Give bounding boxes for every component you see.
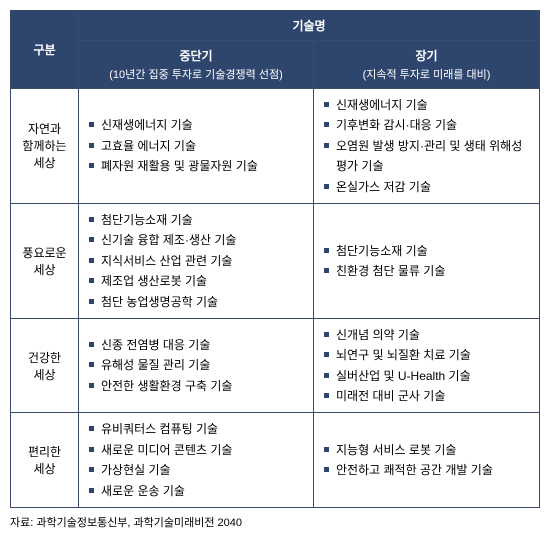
list-item: 제조업 생산로봇 기술 — [87, 271, 305, 291]
list-item: 새로운 미디어 콘텐츠 기술 — [87, 440, 305, 460]
item-list: 첨단기능소재 기술신기술 융합 제조·생산 기술지식서비스 산업 관련 기술제조… — [87, 210, 305, 312]
mid-cell: 신종 전염병 대응 기술유해성 물질 관리 기술안전한 생활환경 구축 기술 — [79, 318, 314, 413]
list-item: 신기술 융합 제조·생산 기술 — [87, 230, 305, 250]
list-item: 유해성 물질 관리 기술 — [87, 355, 305, 375]
list-item: 친환경 첨단 물류 기술 — [322, 261, 531, 281]
list-item: 신개념 의약 기술 — [322, 325, 531, 345]
item-list: 신재생에너지 기술고효율 에너지 기술폐자원 재활용 및 광물자원 기술 — [87, 115, 305, 176]
row-label: 건강한세상 — [11, 318, 79, 413]
header-category: 구분 — [11, 11, 79, 89]
list-item: 첨단 농업생명공학 기술 — [87, 292, 305, 312]
list-item: 뇌연구 및 뇌질환 치료 기술 — [322, 345, 531, 365]
row-label: 편리한세상 — [11, 413, 79, 508]
long-cell: 신재생에너지 기술기후변화 감시·대응 기술오염원 발생 방지·관리 및 생태 … — [314, 89, 540, 204]
mid-cell: 신재생에너지 기술고효율 에너지 기술폐자원 재활용 및 광물자원 기술 — [79, 89, 314, 204]
long-cell: 지능형 서비스 로봇 기술안전하고 쾌적한 공간 개발 기술 — [314, 413, 540, 508]
list-item: 신종 전염병 대응 기술 — [87, 335, 305, 355]
header-longterm-title: 장기 — [415, 49, 437, 63]
header-techname: 기술명 — [79, 11, 540, 41]
table-row: 풍요로운세상첨단기능소재 기술신기술 융합 제조·생산 기술지식서비스 산업 관… — [11, 203, 540, 318]
item-list: 신종 전염병 대응 기술유해성 물질 관리 기술안전한 생활환경 구축 기술 — [87, 335, 305, 396]
list-item: 신재생에너지 기술 — [87, 115, 305, 135]
list-item: 폐자원 재활용 및 광물자원 기술 — [87, 156, 305, 176]
list-item: 고효율 에너지 기술 — [87, 136, 305, 156]
item-list: 유비쿼터스 컴퓨팅 기술새로운 미디어 콘텐츠 기술가상현실 기술새로운 운송 … — [87, 419, 305, 501]
list-item: 실버산업 및 U-Health 기술 — [322, 366, 531, 386]
header-midterm-sub: (10년간 집중 투자로 기술경쟁력 선점) — [87, 66, 305, 82]
list-item: 기후변화 감시·대응 기술 — [322, 115, 531, 135]
tech-table: 구분 기술명 중단기 (10년간 집중 투자로 기술경쟁력 선점) 장기 (지속… — [10, 10, 540, 508]
item-list: 첨단기능소재 기술친환경 첨단 물류 기술 — [322, 241, 531, 282]
table-row: 건강한세상신종 전염병 대응 기술유해성 물질 관리 기술안전한 생활환경 구축… — [11, 318, 540, 413]
header-midterm-title: 중단기 — [179, 49, 212, 63]
list-item: 온실가스 저감 기술 — [322, 177, 531, 197]
list-item: 미래전 대비 군사 기술 — [322, 386, 531, 406]
list-item: 첨단기능소재 기술 — [87, 210, 305, 230]
mid-cell: 유비쿼터스 컴퓨팅 기술새로운 미디어 콘텐츠 기술가상현실 기술새로운 운송 … — [79, 413, 314, 508]
table-row: 편리한세상유비쿼터스 컴퓨팅 기술새로운 미디어 콘텐츠 기술가상현실 기술새로… — [11, 413, 540, 508]
list-item: 가상현실 기술 — [87, 460, 305, 480]
list-item: 첨단기능소재 기술 — [322, 241, 531, 261]
long-cell: 첨단기능소재 기술친환경 첨단 물류 기술 — [314, 203, 540, 318]
list-item: 안전하고 쾌적한 공간 개발 기술 — [322, 460, 531, 480]
list-item: 신재생에너지 기술 — [322, 95, 531, 115]
list-item: 지식서비스 산업 관련 기술 — [87, 251, 305, 271]
header-midterm: 중단기 (10년간 집중 투자로 기술경쟁력 선점) — [79, 41, 314, 89]
item-list: 신개념 의약 기술뇌연구 및 뇌질환 치료 기술실버산업 및 U-Health … — [322, 325, 531, 407]
row-label: 풍요로운세상 — [11, 203, 79, 318]
mid-cell: 첨단기능소재 기술신기술 융합 제조·생산 기술지식서비스 산업 관련 기술제조… — [79, 203, 314, 318]
table-row: 자연과함께하는세상신재생에너지 기술고효율 에너지 기술폐자원 재활용 및 광물… — [11, 89, 540, 204]
list-item: 지능형 서비스 로봇 기술 — [322, 440, 531, 460]
long-cell: 신개념 의약 기술뇌연구 및 뇌질환 치료 기술실버산업 및 U-Health … — [314, 318, 540, 413]
row-label: 자연과함께하는세상 — [11, 89, 79, 204]
header-longterm-sub: (지속적 투자로 미래를 대비) — [322, 66, 531, 82]
source-text: 자료: 과학기술정보통신부, 과학기술미래비전 2040 — [10, 514, 540, 530]
list-item: 유비쿼터스 컴퓨팅 기술 — [87, 419, 305, 439]
item-list: 신재생에너지 기술기후변화 감시·대응 기술오염원 발생 방지·관리 및 생태 … — [322, 95, 531, 197]
header-longterm: 장기 (지속적 투자로 미래를 대비) — [314, 41, 540, 89]
list-item: 안전한 생활환경 구축 기술 — [87, 376, 305, 396]
list-item: 오염원 발생 방지·관리 및 생태 위해성 평가 기술 — [322, 136, 531, 177]
list-item: 새로운 운송 기술 — [87, 481, 305, 501]
item-list: 지능형 서비스 로봇 기술안전하고 쾌적한 공간 개발 기술 — [322, 440, 531, 481]
